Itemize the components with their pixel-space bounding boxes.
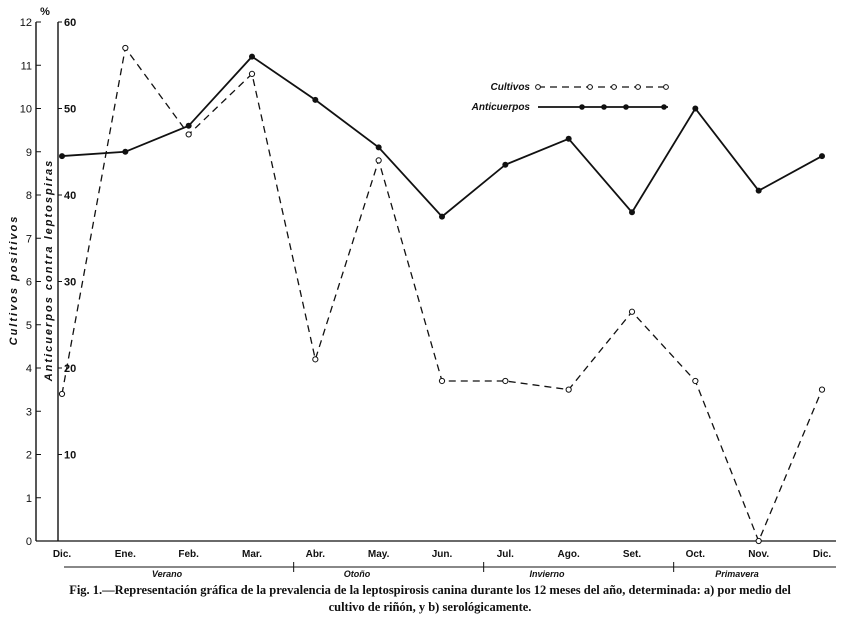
data-point (565, 386, 572, 393)
axes (35, 22, 836, 572)
x-tick-label: Nov. (748, 549, 769, 560)
data-point (502, 377, 509, 385)
legend: Cultivos Anticuerpos (471, 82, 669, 113)
data-point (628, 308, 636, 315)
left-tick-label: 11 (21, 60, 32, 72)
data-point (692, 377, 699, 385)
left-tick-label: 2 (26, 450, 32, 462)
data-point (755, 187, 762, 194)
x-tick-label: Dic. (813, 549, 832, 560)
left-tick-label: 8 (26, 190, 32, 202)
data-point (312, 356, 319, 363)
data-point (502, 161, 509, 168)
x-tick-label: Dic. (53, 549, 72, 560)
legend-marker (661, 104, 667, 110)
data-point (185, 122, 192, 129)
data-point (439, 213, 445, 220)
legend-marker (601, 104, 607, 110)
series (58, 44, 826, 545)
data-point (818, 386, 826, 393)
left-tick-label: 6 (26, 277, 32, 289)
series-line (61, 55, 823, 218)
right-tick-label: 60 (64, 17, 76, 29)
caption-line-2: cultivo de riñón, y b) serológicamente. (328, 600, 532, 614)
left-tick-label: 9 (26, 147, 32, 159)
series-anticuerpos (59, 53, 825, 220)
x-tick-label: Feb. (178, 549, 199, 560)
season-label: Verano (152, 569, 183, 579)
figure-caption: Fig. 1.—Representación gráfica de la pre… (20, 582, 840, 616)
data-point (59, 153, 65, 160)
data-point (122, 148, 129, 155)
line-chart: Cultivos positivos % Anticuerpos contra … (8, 6, 836, 579)
data-point (375, 157, 382, 164)
data-point (629, 209, 635, 216)
left-axis-title-group: Cultivos positivos % (8, 6, 50, 345)
season-label: Primavera (715, 569, 759, 579)
legend-marker (611, 84, 617, 90)
data-point (122, 44, 129, 52)
legend-marker (635, 84, 641, 90)
season-label: Otoño (344, 569, 371, 579)
left-tick-label: 5 (26, 320, 32, 332)
left-tick-label: 1 (26, 493, 32, 505)
right-tick-label: 20 (64, 363, 76, 375)
x-tick-label: Jun. (432, 549, 453, 560)
x-tick-label: Abr. (306, 549, 326, 560)
legend-label: Anticuerpos (471, 102, 531, 113)
legend-marker (623, 104, 629, 110)
right-tick-label: 50 (64, 104, 76, 116)
data-point (249, 53, 255, 60)
right-tick-label: 10 (64, 450, 76, 462)
season-label: Invierno (529, 569, 565, 579)
data-point (312, 96, 319, 103)
left-tick-label: 4 (26, 363, 32, 375)
legend-label: Cultivos (491, 82, 531, 93)
left-tick-label: 10 (20, 104, 32, 116)
left-tick-label: 12 (20, 17, 32, 29)
data-point (565, 135, 572, 142)
right-tick-label: 30 (64, 277, 76, 289)
series-line (61, 46, 823, 543)
left-axis-title: Cultivos positivos (8, 215, 20, 346)
data-point (375, 144, 382, 151)
legend-marker (535, 84, 541, 90)
legend-marker (579, 104, 585, 110)
data-point (438, 377, 446, 385)
data-point (58, 390, 66, 398)
left-tick-label: 7 (26, 233, 32, 245)
x-tick-label: Mar. (242, 549, 262, 560)
right-tick-label: 40 (64, 190, 76, 202)
data-point (692, 105, 699, 112)
x-tick-label: Ene. (115, 549, 136, 560)
x-tick-label: May. (368, 549, 390, 560)
legend-marker (587, 84, 593, 90)
data-point (755, 537, 762, 545)
x-tick-label: Jul. (497, 549, 514, 560)
legend-marker (663, 84, 669, 90)
series-cultivos (58, 44, 826, 545)
caption-line-1: Fig. 1.—Representación gráfica de la pre… (69, 583, 791, 597)
left-tick-label: 0 (26, 536, 32, 548)
x-tick-label: Ago. (558, 549, 580, 560)
left-tick-label: 3 (26, 406, 32, 418)
data-point (185, 131, 192, 138)
data-point (248, 70, 256, 78)
left-axis-unit: % (40, 6, 50, 18)
x-tick-label: Set. (623, 549, 642, 560)
x-tick-label: Oct. (686, 549, 706, 560)
right-axis-title: Anticuerpos contra leptospiras (43, 159, 55, 383)
data-point (819, 153, 825, 160)
